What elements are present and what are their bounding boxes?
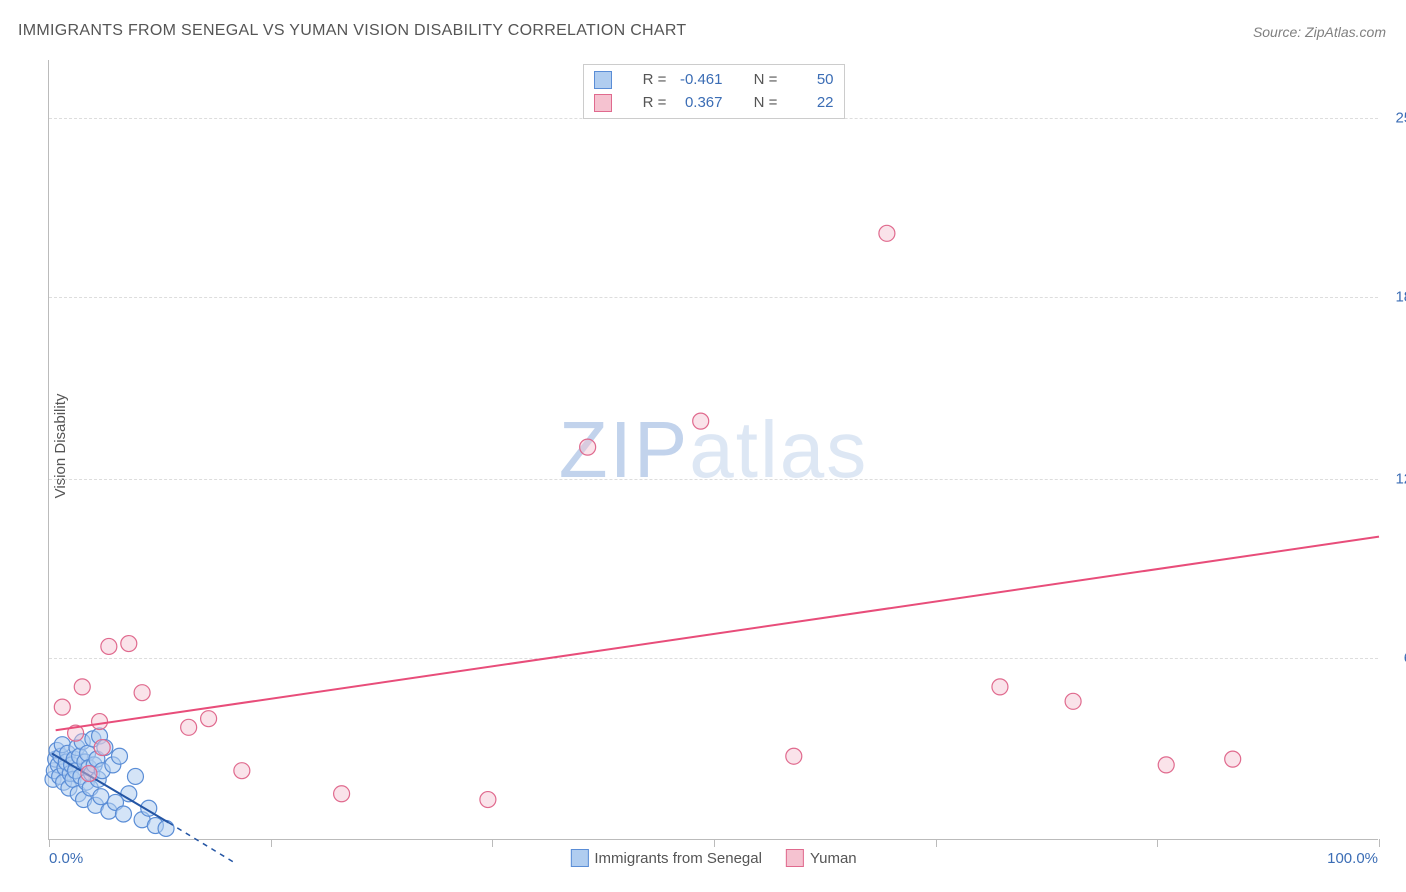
stats-row-1: R = 0.367 N = 22 <box>594 92 834 115</box>
data-point-senegal <box>115 806 131 822</box>
data-point-senegal <box>93 789 109 805</box>
y-tick-label: 12.5% <box>1383 470 1406 487</box>
data-point-yuman <box>92 714 108 730</box>
R-label: R = <box>643 94 671 111</box>
N-label: N = <box>754 94 782 111</box>
swatch-series-0 <box>594 71 612 89</box>
R-label: R = <box>643 71 671 88</box>
data-point-senegal <box>111 748 127 764</box>
x-tick <box>1157 839 1158 847</box>
data-point-yuman <box>1158 757 1174 773</box>
bottom-legend: Immigrants from Senegal Yuman <box>570 849 856 867</box>
legend-swatch-0 <box>570 849 588 867</box>
data-point-senegal <box>127 768 143 784</box>
y-tick-label: 6.3% <box>1383 650 1406 667</box>
data-point-yuman <box>992 679 1008 695</box>
x-tick <box>1379 839 1380 847</box>
data-point-yuman <box>879 225 895 241</box>
data-point-yuman <box>1065 693 1081 709</box>
legend-label-0: Immigrants from Senegal <box>594 850 762 867</box>
R-value-1: 0.367 <box>671 92 723 115</box>
data-point-yuman <box>1225 751 1241 767</box>
x-tick <box>714 839 715 847</box>
legend-swatch-1 <box>786 849 804 867</box>
swatch-series-1 <box>594 94 612 112</box>
data-point-yuman <box>334 786 350 802</box>
R-value-0: -0.461 <box>671 69 723 92</box>
data-point-yuman <box>134 685 150 701</box>
trend-line-yuman <box>56 537 1379 731</box>
data-point-yuman <box>94 740 110 756</box>
N-value-0: 50 <box>782 69 834 92</box>
data-point-yuman <box>786 748 802 764</box>
y-tick-label: 25.0% <box>1383 109 1406 126</box>
data-point-yuman <box>81 766 97 782</box>
x-tick <box>936 839 937 847</box>
data-point-yuman <box>480 792 496 808</box>
data-point-yuman <box>74 679 90 695</box>
x-tick <box>49 839 50 847</box>
data-point-yuman <box>693 413 709 429</box>
x-tick <box>492 839 493 847</box>
plot-area: ZIPatlas R = -0.461 N = 50 R = 0.367 N =… <box>48 60 1378 840</box>
legend-item-0: Immigrants from Senegal <box>570 849 762 867</box>
legend-item-1: Yuman <box>786 849 857 867</box>
data-point-yuman <box>201 711 217 727</box>
chart-title: IMMIGRANTS FROM SENEGAL VS YUMAN VISION … <box>18 22 687 40</box>
data-point-yuman <box>101 638 117 654</box>
data-point-yuman <box>580 439 596 455</box>
trend-line-dashed <box>169 823 236 863</box>
N-value-1: 22 <box>782 92 834 115</box>
y-tick-label: 18.8% <box>1383 288 1406 305</box>
x-tick <box>271 839 272 847</box>
x-axis-min-label: 0.0% <box>49 850 83 867</box>
data-point-senegal <box>158 820 174 836</box>
N-label: N = <box>754 71 782 88</box>
legend-label-1: Yuman <box>810 850 857 867</box>
source-attribution: Source: ZipAtlas.com <box>1253 24 1386 40</box>
data-point-yuman <box>234 763 250 779</box>
chart-svg <box>49 60 1378 839</box>
data-point-yuman <box>121 636 137 652</box>
data-point-yuman <box>54 699 70 715</box>
x-axis-max-label: 100.0% <box>1327 850 1378 867</box>
data-point-yuman <box>181 719 197 735</box>
stats-row-0: R = -0.461 N = 50 <box>594 69 834 92</box>
stats-legend-box: R = -0.461 N = 50 R = 0.367 N = 22 <box>583 64 845 119</box>
